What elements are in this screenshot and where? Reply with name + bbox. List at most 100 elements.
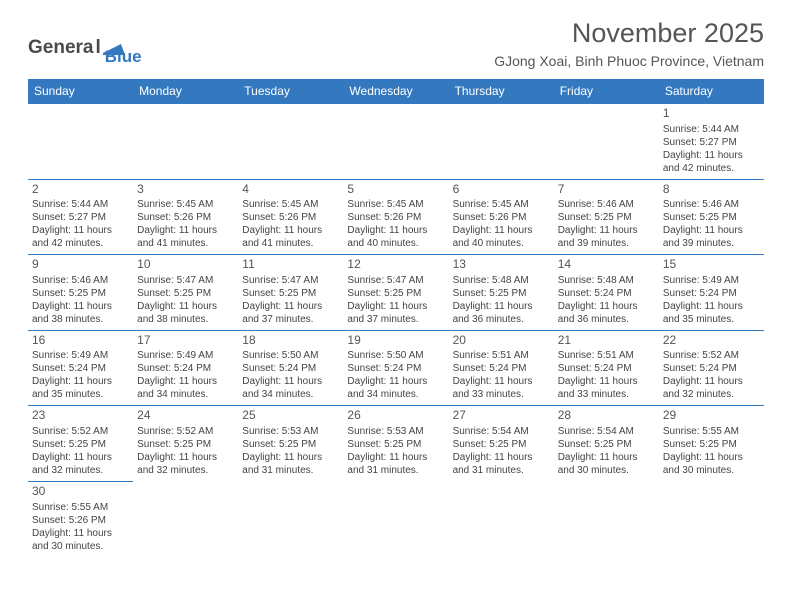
- day-number: 10: [137, 257, 234, 273]
- day-number: 30: [32, 484, 129, 500]
- day-detail: Sunrise: 5:50 AM: [242, 349, 339, 362]
- calendar-cell: 19Sunrise: 5:50 AMSunset: 5:24 PMDayligh…: [343, 330, 448, 406]
- title-block: November 2025 GJong Xoai, Binh Phuoc Pro…: [494, 18, 764, 69]
- weekday-thursday: Thursday: [449, 79, 554, 104]
- day-detail: Sunrise: 5:53 AM: [347, 425, 444, 438]
- calendar-cell: 29Sunrise: 5:55 AMSunset: 5:25 PMDayligh…: [659, 406, 764, 482]
- calendar-cell: 8Sunrise: 5:46 AMSunset: 5:25 PMDaylight…: [659, 179, 764, 255]
- day-detail: Sunrise: 5:54 AM: [453, 425, 550, 438]
- day-detail: Daylight: 11 hours: [453, 375, 550, 388]
- day-detail: Sunrise: 5:54 AM: [558, 425, 655, 438]
- weekday-sunday: Sunday: [28, 79, 133, 104]
- day-number: 3: [137, 182, 234, 198]
- day-number: 13: [453, 257, 550, 273]
- day-detail: and 38 minutes.: [137, 313, 234, 326]
- calendar-cell: [554, 104, 659, 180]
- day-detail: Sunrise: 5:47 AM: [242, 274, 339, 287]
- day-detail: Sunset: 5:24 PM: [242, 362, 339, 375]
- day-number: 7: [558, 182, 655, 198]
- calendar-cell: [28, 104, 133, 180]
- calendar-cell: 3Sunrise: 5:45 AMSunset: 5:26 PMDaylight…: [133, 179, 238, 255]
- day-number: 9: [32, 257, 129, 273]
- calendar-week: 30Sunrise: 5:55 AMSunset: 5:26 PMDayligh…: [28, 481, 764, 556]
- day-detail: Daylight: 11 hours: [453, 224, 550, 237]
- day-detail: Sunset: 5:25 PM: [347, 287, 444, 300]
- day-number: 25: [242, 408, 339, 424]
- day-detail: Daylight: 11 hours: [347, 451, 444, 464]
- day-number: 19: [347, 333, 444, 349]
- day-detail: Daylight: 11 hours: [347, 375, 444, 388]
- day-detail: Sunset: 5:25 PM: [32, 287, 129, 300]
- day-number: 4: [242, 182, 339, 198]
- day-detail: Sunset: 5:25 PM: [32, 438, 129, 451]
- day-detail: Sunset: 5:25 PM: [242, 438, 339, 451]
- day-detail: and 40 minutes.: [453, 237, 550, 250]
- day-detail: and 42 minutes.: [32, 237, 129, 250]
- day-detail: Sunset: 5:26 PM: [137, 211, 234, 224]
- day-detail: Sunrise: 5:52 AM: [137, 425, 234, 438]
- day-detail: Sunrise: 5:49 AM: [32, 349, 129, 362]
- calendar-cell: 14Sunrise: 5:48 AMSunset: 5:24 PMDayligh…: [554, 255, 659, 331]
- day-detail: Daylight: 11 hours: [558, 451, 655, 464]
- day-detail: and 32 minutes.: [663, 388, 760, 401]
- calendar-cell: 5Sunrise: 5:45 AMSunset: 5:26 PMDaylight…: [343, 179, 448, 255]
- day-detail: and 42 minutes.: [663, 162, 760, 175]
- day-detail: Sunrise: 5:44 AM: [32, 198, 129, 211]
- day-detail: Daylight: 11 hours: [137, 375, 234, 388]
- calendar-cell: [449, 104, 554, 180]
- day-detail: Daylight: 11 hours: [558, 300, 655, 313]
- day-detail: Daylight: 11 hours: [453, 300, 550, 313]
- day-detail: Daylight: 11 hours: [558, 375, 655, 388]
- day-number: 11: [242, 257, 339, 273]
- day-number: 8: [663, 182, 760, 198]
- day-detail: Sunset: 5:25 PM: [137, 287, 234, 300]
- day-detail: and 31 minutes.: [242, 464, 339, 477]
- calendar-cell: 9Sunrise: 5:46 AMSunset: 5:25 PMDaylight…: [28, 255, 133, 331]
- calendar-cell: [343, 104, 448, 180]
- calendar-cell: 13Sunrise: 5:48 AMSunset: 5:25 PMDayligh…: [449, 255, 554, 331]
- day-detail: Sunrise: 5:44 AM: [663, 123, 760, 136]
- day-detail: and 41 minutes.: [137, 237, 234, 250]
- day-detail: Sunset: 5:25 PM: [558, 438, 655, 451]
- day-detail: Sunset: 5:25 PM: [137, 438, 234, 451]
- calendar-cell: 18Sunrise: 5:50 AMSunset: 5:24 PMDayligh…: [238, 330, 343, 406]
- day-detail: Daylight: 11 hours: [137, 224, 234, 237]
- calendar-cell: [449, 481, 554, 556]
- day-detail: Sunrise: 5:46 AM: [32, 274, 129, 287]
- calendar-cell: 23Sunrise: 5:52 AMSunset: 5:25 PMDayligh…: [28, 406, 133, 482]
- day-detail: Sunset: 5:24 PM: [663, 287, 760, 300]
- day-detail: Daylight: 11 hours: [32, 375, 129, 388]
- calendar-cell: [554, 481, 659, 556]
- day-detail: and 30 minutes.: [558, 464, 655, 477]
- day-detail: Sunset: 5:27 PM: [663, 136, 760, 149]
- day-number: 28: [558, 408, 655, 424]
- day-detail: Daylight: 11 hours: [558, 224, 655, 237]
- day-number: 27: [453, 408, 550, 424]
- day-detail: and 31 minutes.: [453, 464, 550, 477]
- day-detail: Sunset: 5:24 PM: [558, 287, 655, 300]
- day-detail: and 39 minutes.: [663, 237, 760, 250]
- calendar-cell: [238, 104, 343, 180]
- calendar-cell: [238, 481, 343, 556]
- day-number: 14: [558, 257, 655, 273]
- day-detail: Daylight: 11 hours: [242, 451, 339, 464]
- day-detail: and 40 minutes.: [347, 237, 444, 250]
- calendar-week: 9Sunrise: 5:46 AMSunset: 5:25 PMDaylight…: [28, 255, 764, 331]
- day-detail: and 36 minutes.: [453, 313, 550, 326]
- logo-text-general: Genera: [28, 38, 93, 57]
- calendar-cell: 1Sunrise: 5:44 AMSunset: 5:27 PMDaylight…: [659, 104, 764, 180]
- day-detail: and 30 minutes.: [32, 540, 129, 553]
- logo: General Blue: [28, 18, 142, 65]
- day-detail: and 38 minutes.: [32, 313, 129, 326]
- day-detail: and 41 minutes.: [242, 237, 339, 250]
- day-detail: Daylight: 11 hours: [32, 300, 129, 313]
- day-detail: Daylight: 11 hours: [242, 300, 339, 313]
- calendar-cell: 12Sunrise: 5:47 AMSunset: 5:25 PMDayligh…: [343, 255, 448, 331]
- weekday-wednesday: Wednesday: [343, 79, 448, 104]
- day-detail: Sunset: 5:27 PM: [32, 211, 129, 224]
- day-detail: and 32 minutes.: [137, 464, 234, 477]
- day-detail: Sunset: 5:25 PM: [453, 287, 550, 300]
- day-detail: and 31 minutes.: [347, 464, 444, 477]
- day-detail: Sunrise: 5:52 AM: [663, 349, 760, 362]
- day-number: 12: [347, 257, 444, 273]
